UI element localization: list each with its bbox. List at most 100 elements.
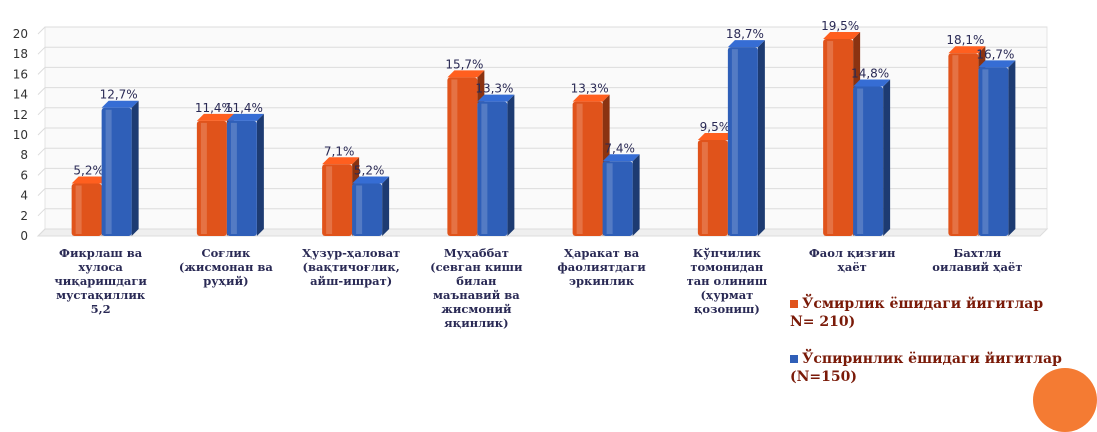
gridline-side	[37, 188, 46, 196]
legend-label-series-2: Ўспиринлик ёшидаги йигитлар (N=150)	[790, 351, 1062, 385]
y-tick-label: 10	[13, 128, 28, 142]
bar-side	[256, 113, 264, 236]
data-label: 11,4%	[195, 101, 233, 115]
y-tick-label: 0	[20, 229, 28, 243]
bar-side	[382, 176, 390, 236]
x-category-label: Муҳаббат (севган киши билан маънавий ва …	[430, 246, 523, 330]
gridline-side	[37, 87, 46, 95]
x-category-label: Бахтли оилавий ҳаёт	[932, 246, 1023, 274]
bar-series-2	[978, 67, 1009, 236]
data-label: 13,3%	[475, 82, 513, 96]
bar-series-1	[71, 183, 102, 236]
data-label: 9,5%	[700, 120, 731, 134]
bar-top	[71, 176, 109, 184]
bar-highlight	[200, 122, 207, 234]
decorative-circle	[1033, 368, 1097, 432]
bar-series-2	[853, 86, 884, 237]
bar-top	[101, 100, 139, 108]
x-category-label: Фаол қизғин ҳаёт	[808, 246, 896, 274]
data-label: 5,2%	[354, 163, 385, 177]
data-label: 5,2%	[73, 163, 104, 177]
plot-floor	[36, 228, 1049, 237]
y-tick-label: 18	[13, 47, 28, 61]
gridline-side	[37, 46, 46, 55]
bar-series-2	[352, 183, 383, 236]
y-tick-label: 8	[20, 148, 28, 162]
bar-highlight	[827, 41, 834, 234]
data-label: 12,7%	[100, 88, 138, 102]
bar-highlight	[230, 122, 237, 234]
bar-highlight	[451, 79, 458, 235]
bar-side	[632, 154, 640, 236]
gridline-side	[37, 127, 46, 136]
data-label: 15,7%	[445, 57, 483, 71]
data-label: 18,7%	[726, 27, 764, 41]
y-tick-label: 20	[13, 27, 28, 41]
gridline-side	[37, 67, 46, 75]
bar-top	[322, 157, 360, 165]
bar-series-1	[697, 140, 728, 236]
bar-highlight	[731, 49, 738, 234]
bar-series-1	[948, 53, 979, 236]
bar-series-2	[727, 47, 758, 236]
bar-top	[602, 154, 640, 162]
legend-swatch-orange	[790, 300, 798, 308]
bar-series-2	[101, 107, 132, 236]
bar-side	[757, 40, 765, 236]
data-label: 7,1%	[324, 144, 355, 158]
bar-top	[823, 32, 861, 40]
bar-highlight	[576, 103, 583, 234]
bar-side	[883, 79, 891, 237]
legend-item-series-2: Ўспиринлик ёшидаги йигитлар (N=150)	[790, 350, 1062, 386]
y-tick-label: 14	[13, 88, 28, 102]
gridline-side	[37, 107, 46, 116]
bar-highlight	[606, 163, 613, 234]
bar-side	[1008, 60, 1016, 236]
bar-highlight	[701, 142, 708, 234]
data-label: 7,4%	[604, 141, 635, 155]
y-tick-label: 2	[20, 209, 28, 223]
bar-highlight	[857, 88, 864, 235]
x-category-label: Фикрлаш ва хулоса чиқаришдаги мустақилли…	[54, 246, 147, 316]
bar-top	[352, 176, 390, 184]
bar-highlight	[75, 185, 82, 234]
bar-series-1	[196, 120, 227, 236]
data-label: 14,8%	[851, 67, 889, 81]
bar-highlight	[952, 55, 959, 234]
bar-top	[572, 94, 610, 102]
bar-series-2	[602, 161, 633, 236]
x-category-label: Соғлик (жисмонан ва руҳий)	[178, 246, 273, 288]
gridline-side	[37, 228, 46, 237]
bar-top	[978, 60, 1016, 68]
x-category-label: Ҳузур-ҳаловат (вақтичоғлик, айш-ишрат)	[302, 246, 401, 288]
legend-swatch-blue	[790, 355, 798, 363]
bar-series-1	[572, 101, 603, 236]
y-tick-label: 4	[20, 189, 28, 203]
data-label: 11,4%	[225, 101, 263, 115]
legend-item-series-1: Ўсмирлик ёшидаги йигитлар N= 210)	[790, 295, 1043, 331]
bar-highlight	[481, 103, 488, 234]
bar-highlight	[982, 69, 989, 234]
y-tick-label: 6	[20, 168, 28, 182]
bar-top	[477, 94, 515, 102]
bar-top	[853, 79, 891, 87]
gridline-side	[37, 208, 46, 217]
bar-top	[727, 40, 765, 48]
data-label: 18,1%	[946, 33, 984, 47]
bar-series-1	[447, 77, 478, 237]
data-label: 13,3%	[571, 82, 609, 96]
bar-side	[131, 100, 139, 236]
bar-highlight	[356, 185, 363, 234]
bar-series-2	[477, 101, 508, 236]
legend-label-series-1: Ўсмирлик ёшидаги йигитлар N= 210)	[790, 296, 1044, 330]
bar-series-2	[226, 120, 257, 236]
bar-chart: 0 2 4 6 8 10 12 14 16 18 20 5,2% 12,7% 11,4%11,4% 7,1%…	[13, 19, 1049, 243]
bar-top	[447, 70, 485, 78]
bar-top	[226, 113, 264, 121]
y-tick-label: 12	[13, 108, 28, 122]
bar-top	[697, 133, 735, 141]
x-category-label: Ҳаракат ва фаолиятдаги эркинлик	[557, 246, 646, 288]
data-label: 16,7%	[976, 47, 1014, 61]
bar-series-1	[322, 164, 353, 236]
y-tick-label: 16	[13, 67, 28, 81]
